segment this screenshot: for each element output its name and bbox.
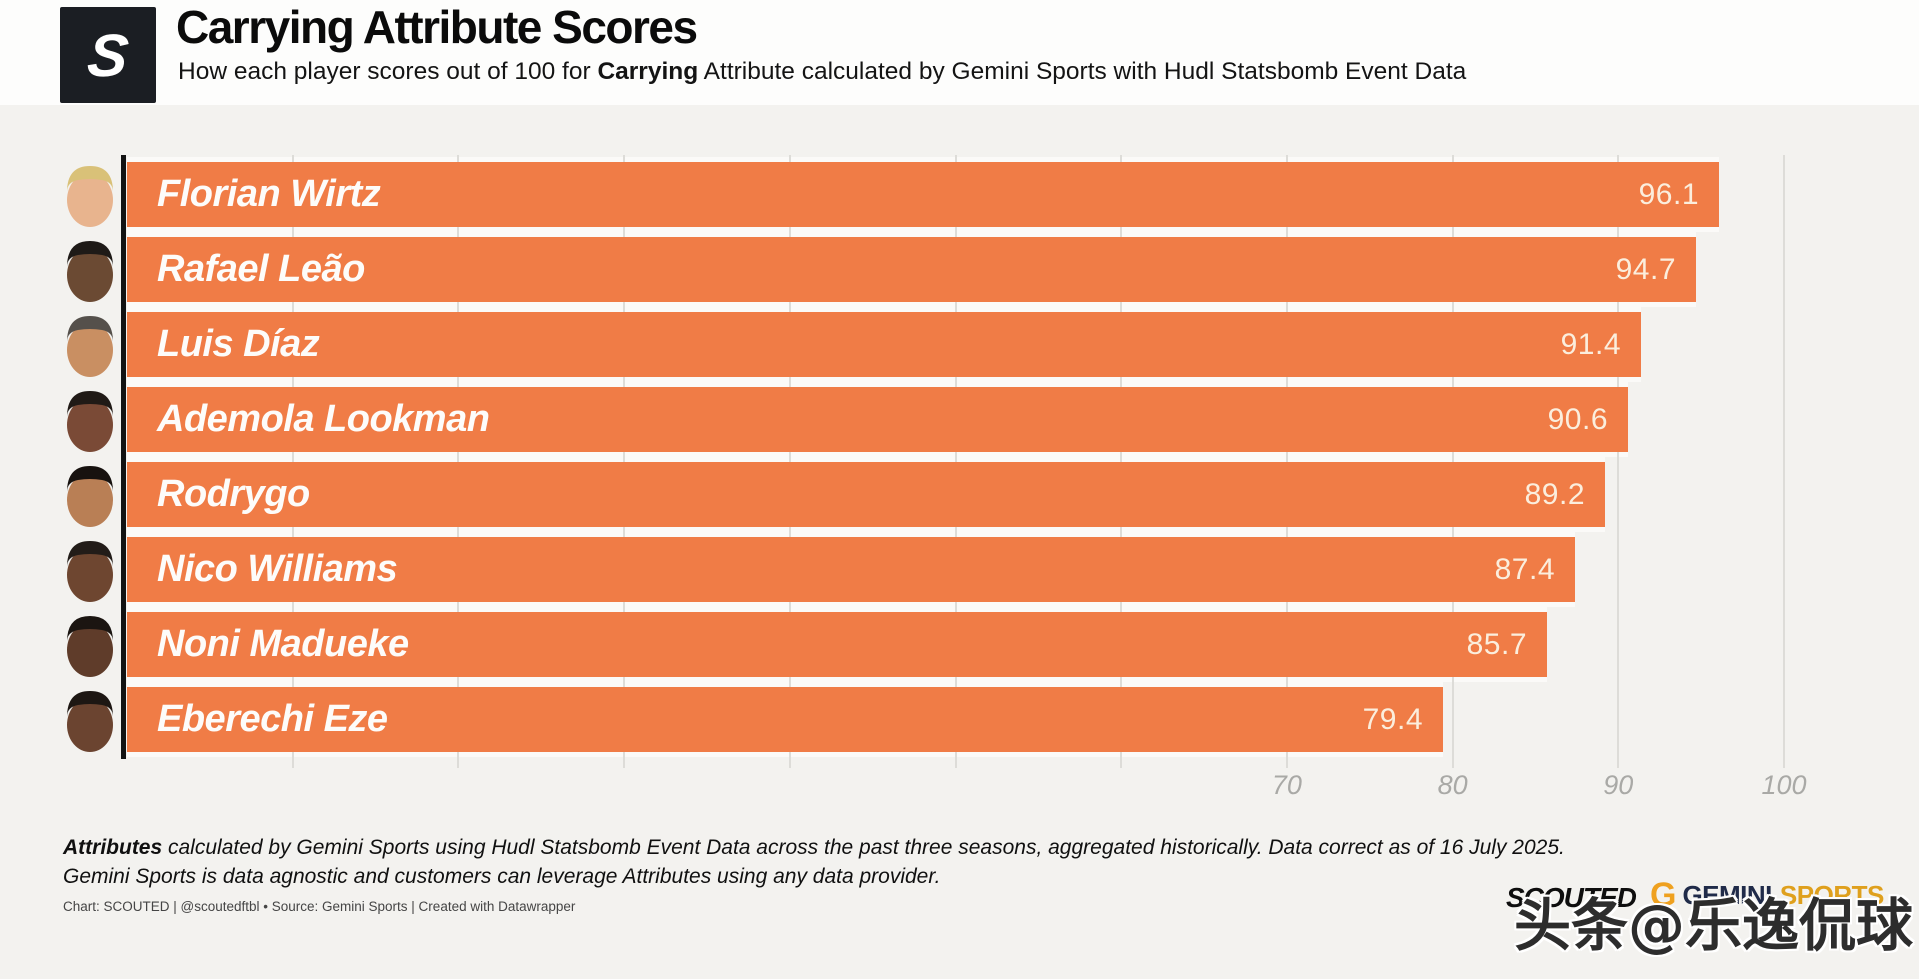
gridline-20 bbox=[457, 155, 460, 768]
footnote-line-2: Gemini Sports is data agnostic and custo… bbox=[63, 865, 941, 888]
footnote-line-1-text: calculated by Gemini Sports using Hudl S… bbox=[162, 836, 1565, 859]
bar-row: Ademola Lookman 90.6 bbox=[127, 387, 1628, 452]
gemini-wordmark: GEMINI bbox=[1682, 880, 1772, 910]
bar-row: Florian Wirtz 96.1 bbox=[127, 162, 1719, 227]
player-avatar bbox=[54, 608, 124, 682]
player-avatar bbox=[54, 308, 124, 382]
bar-row: Noni Madueke 85.7 bbox=[127, 612, 1547, 677]
header-band bbox=[0, 0, 1919, 105]
gridline-80 bbox=[1451, 155, 1454, 768]
player-name-label: Rodrygo bbox=[157, 473, 310, 515]
page-subtitle: How each player scores out of 100 for Ca… bbox=[178, 58, 1466, 86]
sports-wordmark: SPORTS bbox=[1779, 880, 1884, 910]
attribution-line: Chart: SCOUTED | @scoutedftbl • Source: … bbox=[63, 899, 576, 914]
player-avatar bbox=[54, 383, 124, 457]
footnote-line-1: Attributes calculated by Gemini Sports u… bbox=[63, 836, 1565, 860]
bar-row: Rafael Leão 94.7 bbox=[127, 237, 1696, 302]
subtitle-bold-word: Carrying bbox=[597, 58, 699, 85]
gridline-50 bbox=[954, 155, 957, 768]
player-name-label: Ademola Lookman bbox=[157, 398, 490, 440]
scouted-logo-letter: S bbox=[84, 21, 132, 89]
toutiao-watermark: 头条@乐逸侃球 bbox=[1514, 893, 1913, 959]
gridline-70 bbox=[1285, 155, 1288, 768]
bar-value-label: 94.7 bbox=[1615, 252, 1676, 286]
gridline-100 bbox=[1783, 155, 1785, 768]
subtitle-prefix: How each player scores out of 100 for bbox=[178, 58, 598, 85]
x-axis-tick-label: 80 bbox=[1437, 770, 1468, 800]
player-name-label: Nico Williams bbox=[157, 548, 398, 590]
footnote-bold-word: Attributes bbox=[63, 836, 163, 859]
gemini-sports-logo: G GEMINI SPORTS bbox=[1650, 876, 1884, 915]
player-avatar bbox=[54, 533, 124, 607]
bar-value-label: 89.2 bbox=[1524, 477, 1585, 511]
bar-row: Eberechi Eze 79.4 bbox=[127, 687, 1443, 752]
player-name-label: Rafael Leão bbox=[157, 248, 365, 290]
scouted-logo-icon: S bbox=[60, 7, 156, 103]
gridline-30 bbox=[623, 155, 626, 768]
page-title: Carrying Attribute Scores bbox=[176, 1, 698, 53]
gridline-40 bbox=[788, 155, 791, 768]
gridline-90 bbox=[1617, 155, 1620, 768]
scouted-wordmark: SCOUTED bbox=[1506, 882, 1637, 913]
bar-row: Luis Díaz 91.4 bbox=[127, 312, 1641, 377]
bar-value-label: 96.1 bbox=[1638, 177, 1699, 211]
x-axis-tick-label: 100 bbox=[1761, 770, 1807, 800]
bar-value-label: 91.4 bbox=[1560, 327, 1621, 361]
player-avatar bbox=[54, 458, 124, 532]
player-name-label: Florian Wirtz bbox=[157, 173, 381, 215]
subtitle-suffix: Attribute calculated by Gemini Sports wi… bbox=[698, 58, 1467, 85]
player-name-label: Eberechi Eze bbox=[157, 698, 388, 740]
y-axis-line bbox=[121, 155, 126, 759]
bar-value-label: 90.6 bbox=[1547, 402, 1608, 436]
gridline-60 bbox=[1120, 155, 1123, 768]
x-axis-tick-label: 70 bbox=[1271, 770, 1302, 800]
gridline-10 bbox=[291, 155, 294, 768]
bar-value-label: 79.4 bbox=[1362, 702, 1423, 736]
bar-row: Nico Williams 87.4 bbox=[127, 537, 1575, 602]
bar-value-label: 85.7 bbox=[1466, 627, 1527, 661]
player-avatar bbox=[54, 683, 124, 757]
player-name-label: Noni Madueke bbox=[157, 623, 409, 665]
player-avatar bbox=[54, 233, 124, 307]
bar-row: Rodrygo 89.2 bbox=[127, 462, 1605, 527]
x-axis-tick-label: 90 bbox=[1603, 770, 1634, 800]
player-name-label: Luis Díaz bbox=[157, 323, 320, 365]
bar-value-label: 87.4 bbox=[1494, 552, 1555, 586]
gemini-g-icon: G bbox=[1650, 876, 1677, 914]
player-avatar bbox=[54, 158, 124, 232]
